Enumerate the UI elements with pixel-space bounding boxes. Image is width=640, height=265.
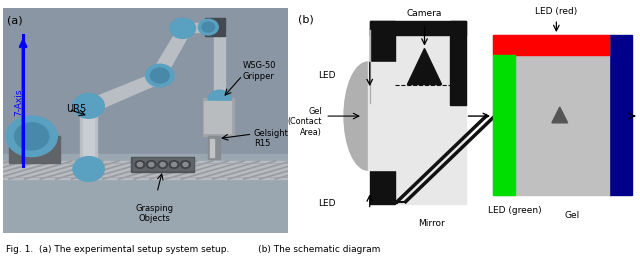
Text: WSG-50
Gripper: WSG-50 Gripper bbox=[243, 61, 276, 81]
Text: Mirror: Mirror bbox=[418, 219, 445, 228]
Text: Gel
(Contact
Area): Gel (Contact Area) bbox=[287, 107, 322, 136]
Circle shape bbox=[172, 162, 177, 166]
Bar bbox=[132, 158, 193, 170]
Text: LED (red): LED (red) bbox=[535, 7, 577, 16]
Text: UR5: UR5 bbox=[66, 104, 86, 114]
Text: Grasping
Objects: Grasping Objects bbox=[135, 204, 173, 223]
Text: Camera: Camera bbox=[407, 9, 442, 18]
Bar bbox=[83, 101, 102, 108]
Bar bbox=[368, 62, 409, 170]
Bar bbox=[493, 35, 609, 55]
Text: LED: LED bbox=[318, 200, 335, 208]
Bar bbox=[370, 21, 466, 35]
Bar bbox=[80, 103, 97, 166]
Circle shape bbox=[135, 161, 145, 168]
Bar bbox=[204, 101, 217, 133]
Text: (a): (a) bbox=[8, 16, 23, 26]
Circle shape bbox=[73, 94, 104, 118]
Bar bbox=[210, 139, 214, 157]
Circle shape bbox=[148, 162, 154, 166]
Circle shape bbox=[180, 161, 190, 168]
Circle shape bbox=[198, 19, 218, 35]
Circle shape bbox=[6, 116, 58, 157]
Bar bbox=[493, 55, 515, 195]
Circle shape bbox=[160, 162, 165, 166]
Circle shape bbox=[169, 161, 179, 168]
Circle shape bbox=[147, 161, 156, 168]
Bar bbox=[202, 98, 234, 136]
Circle shape bbox=[208, 90, 231, 108]
Bar bbox=[79, 160, 99, 166]
Circle shape bbox=[202, 22, 214, 32]
Polygon shape bbox=[153, 26, 191, 79]
Bar bbox=[493, 35, 609, 195]
Polygon shape bbox=[408, 48, 442, 85]
Bar bbox=[79, 105, 99, 112]
Polygon shape bbox=[90, 71, 167, 111]
Circle shape bbox=[170, 18, 195, 38]
Bar bbox=[208, 136, 220, 159]
Polygon shape bbox=[214, 30, 225, 98]
Bar bbox=[370, 21, 396, 204]
Bar bbox=[131, 157, 194, 172]
Bar bbox=[218, 101, 231, 133]
Polygon shape bbox=[552, 107, 568, 123]
Ellipse shape bbox=[344, 62, 392, 170]
Text: (b): (b) bbox=[298, 15, 314, 25]
Bar bbox=[450, 21, 466, 105]
Polygon shape bbox=[177, 23, 208, 32]
Bar bbox=[396, 33, 466, 204]
Bar bbox=[211, 94, 228, 100]
Bar bbox=[83, 103, 94, 166]
Text: LED: LED bbox=[318, 71, 335, 80]
Bar bbox=[9, 136, 60, 163]
Text: LED (green): LED (green) bbox=[488, 206, 542, 215]
Text: Gel: Gel bbox=[564, 211, 579, 220]
Circle shape bbox=[158, 161, 168, 168]
Bar bbox=[3, 154, 288, 233]
Bar bbox=[3, 161, 288, 179]
Circle shape bbox=[183, 162, 188, 166]
Circle shape bbox=[15, 123, 49, 150]
Circle shape bbox=[150, 68, 169, 83]
Text: Gelsight
R15: Gelsight R15 bbox=[254, 129, 289, 148]
Text: 7-Axis: 7-Axis bbox=[14, 89, 24, 116]
Bar bbox=[609, 35, 632, 195]
Bar bbox=[205, 18, 225, 36]
Circle shape bbox=[73, 157, 104, 182]
Circle shape bbox=[146, 64, 174, 87]
Circle shape bbox=[138, 162, 143, 166]
Text: Fig. 1.  (a) The experimental setup system setup.          (b) The schematic dia: Fig. 1. (a) The experimental setup syste… bbox=[6, 245, 381, 254]
